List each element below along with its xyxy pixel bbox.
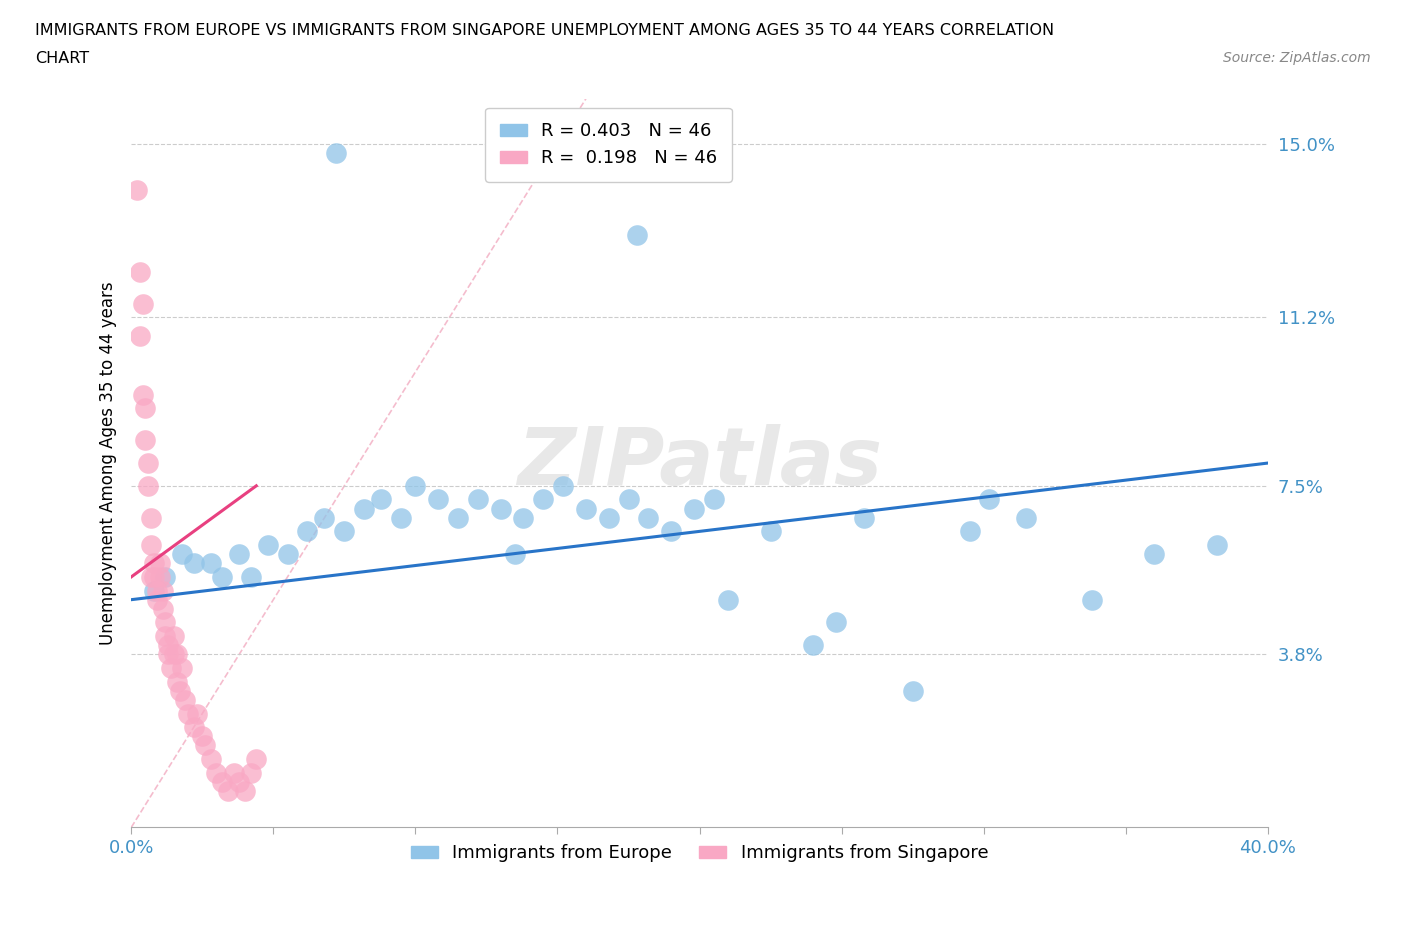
Point	[427, 492, 450, 507]
Point	[128, 328, 150, 343]
Point	[152, 583, 174, 598]
Point	[169, 684, 191, 698]
Point	[447, 511, 470, 525]
Point	[637, 511, 659, 525]
Point	[149, 569, 172, 584]
Point	[172, 547, 194, 562]
Point	[683, 501, 706, 516]
Point	[626, 228, 648, 243]
Point	[163, 629, 186, 644]
Point	[128, 264, 150, 279]
Point	[186, 706, 208, 721]
Legend: Immigrants from Europe, Immigrants from Singapore: Immigrants from Europe, Immigrants from …	[404, 837, 995, 870]
Point	[717, 592, 740, 607]
Point	[139, 569, 162, 584]
Point	[256, 538, 278, 552]
Text: CHART: CHART	[35, 51, 89, 66]
Point	[191, 729, 214, 744]
Point	[157, 638, 180, 653]
Point	[901, 684, 924, 698]
Point	[131, 297, 153, 312]
Point	[553, 478, 575, 493]
Point	[172, 660, 194, 675]
Y-axis label: Unemployment Among Ages 35 to 44 years: Unemployment Among Ages 35 to 44 years	[100, 281, 117, 644]
Point	[155, 569, 177, 584]
Point	[194, 738, 217, 753]
Point	[1143, 547, 1166, 562]
Text: Source: ZipAtlas.com: Source: ZipAtlas.com	[1223, 51, 1371, 65]
Point	[155, 629, 177, 644]
Text: ZIPatlas: ZIPatlas	[517, 424, 882, 502]
Point	[183, 556, 205, 571]
Point	[333, 524, 356, 538]
Point	[239, 569, 262, 584]
Point	[163, 647, 186, 662]
Point	[136, 478, 159, 493]
Point	[131, 387, 153, 402]
Point	[233, 784, 256, 799]
Point	[166, 647, 188, 662]
Point	[1015, 511, 1038, 525]
Point	[217, 784, 239, 799]
Point	[325, 146, 347, 161]
Point	[314, 511, 336, 525]
Point	[467, 492, 489, 507]
Point	[239, 765, 262, 780]
Point	[228, 547, 250, 562]
Point	[149, 556, 172, 571]
Point	[183, 720, 205, 735]
Point	[166, 674, 188, 689]
Point	[125, 182, 148, 197]
Point	[297, 524, 319, 538]
Point	[177, 706, 200, 721]
Text: IMMIGRANTS FROM EUROPE VS IMMIGRANTS FROM SINGAPORE UNEMPLOYMENT AMONG AGES 35 T: IMMIGRANTS FROM EUROPE VS IMMIGRANTS FRO…	[35, 23, 1054, 38]
Point	[801, 638, 824, 653]
Point	[146, 592, 169, 607]
Point	[979, 492, 1001, 507]
Point	[853, 511, 876, 525]
Point	[136, 456, 159, 471]
Point	[825, 615, 848, 630]
Point	[146, 583, 169, 598]
Point	[598, 511, 620, 525]
Point	[222, 765, 245, 780]
Point	[489, 501, 512, 516]
Point	[200, 751, 222, 766]
Point	[211, 775, 233, 790]
Point	[404, 478, 426, 493]
Point	[277, 547, 299, 562]
Point	[512, 511, 534, 525]
Point	[152, 602, 174, 617]
Point	[1205, 538, 1227, 552]
Point	[703, 492, 725, 507]
Point	[353, 501, 375, 516]
Point	[139, 538, 162, 552]
Point	[370, 492, 392, 507]
Point	[155, 615, 177, 630]
Point	[245, 751, 267, 766]
Point	[659, 524, 682, 538]
Point	[160, 660, 183, 675]
Point	[503, 547, 526, 562]
Point	[1080, 592, 1102, 607]
Point	[143, 569, 166, 584]
Point	[205, 765, 228, 780]
Point	[174, 693, 197, 708]
Point	[531, 492, 554, 507]
Point	[617, 492, 640, 507]
Point	[389, 511, 412, 525]
Point	[228, 775, 250, 790]
Point	[575, 501, 598, 516]
Point	[211, 569, 233, 584]
Point	[759, 524, 782, 538]
Point	[134, 401, 156, 416]
Point	[157, 647, 180, 662]
Point	[200, 556, 222, 571]
Point	[143, 583, 166, 598]
Point	[139, 511, 162, 525]
Point	[143, 556, 166, 571]
Point	[959, 524, 981, 538]
Point	[134, 432, 156, 447]
